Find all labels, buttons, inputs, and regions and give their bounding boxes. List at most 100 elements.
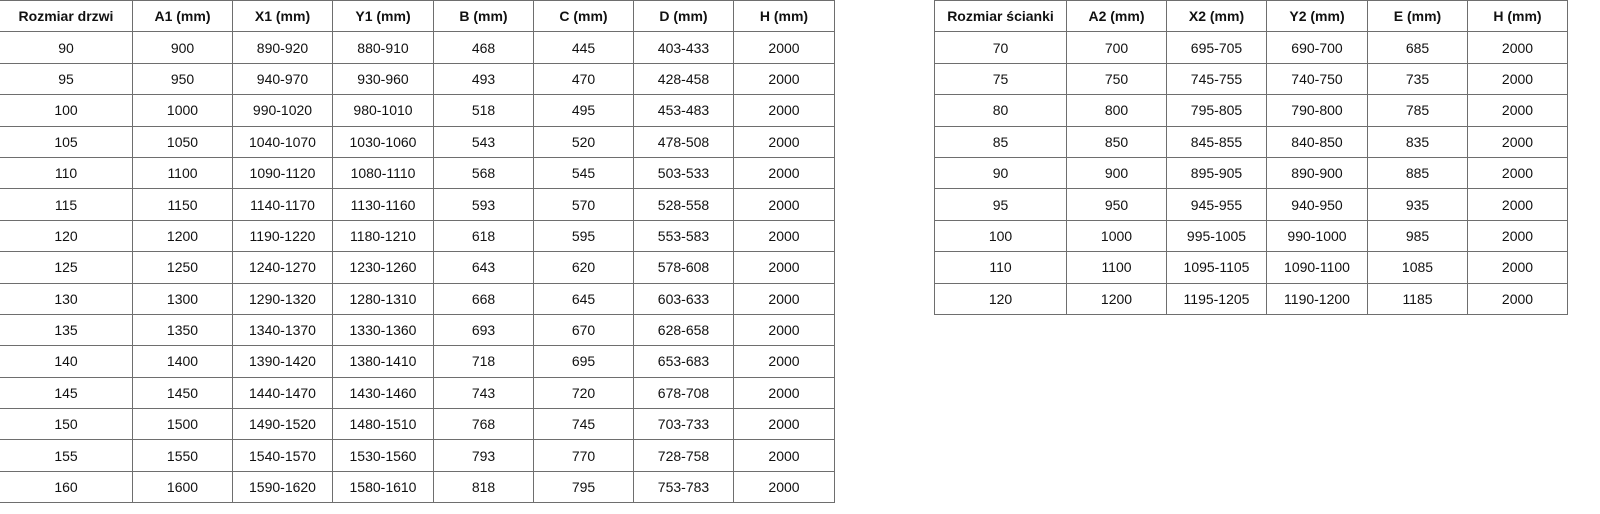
column-header: H (mm) <box>733 0 835 33</box>
table-cell: 818 <box>433 470 534 504</box>
table-cell: 2000 <box>733 345 835 378</box>
table-row: 70 700 695-705 690-700 685 2000 <box>934 31 1568 64</box>
table-cell: 2000 <box>1467 282 1568 315</box>
table-cell: 1200 <box>132 219 233 253</box>
column-header: A2 (mm) <box>1066 0 1167 33</box>
table-cell: 1240-1270 <box>232 251 333 284</box>
table-cell: 2000 <box>733 31 835 64</box>
table-cell: 110 <box>934 251 1067 284</box>
table-cell: 740-750 <box>1266 62 1368 96</box>
table-cell: 1200 <box>1066 282 1167 315</box>
table-cell: 2000 <box>1467 31 1568 64</box>
table-row: 85 850 845-855 840-850 835 2000 <box>934 125 1568 158</box>
table-cell: 603-633 <box>633 282 734 315</box>
table-row: 100 1000 995-1005 990-1000 985 2000 <box>934 219 1568 253</box>
table-cell: 695 <box>533 345 634 378</box>
column-header: C (mm) <box>533 0 634 33</box>
table-cell: 2000 <box>733 62 835 96</box>
table-cell: 1330-1360 <box>332 313 434 347</box>
table-cell: 90 <box>934 156 1067 190</box>
table-row: 110 1100 1095-1105 1090-1100 1085 2000 <box>934 251 1568 284</box>
table-cell: 2000 <box>733 94 835 127</box>
column-header: E (mm) <box>1367 0 1468 33</box>
table-cell: 503-533 <box>633 156 734 190</box>
column-header: X1 (mm) <box>232 0 333 33</box>
table-cell: 800 <box>1066 94 1167 127</box>
table-cell: 990-1000 <box>1266 219 1368 253</box>
table-cell: 1095-1105 <box>1166 251 1267 284</box>
table-row: 140 1400 1390-1420 1380-1410 718 695 653-683 20… <box>0 345 835 378</box>
table-cell: 1180-1210 <box>332 219 434 253</box>
table-cell: 478-508 <box>633 125 734 158</box>
table-cell: 770 <box>533 439 634 472</box>
table-cell: 100 <box>934 219 1067 253</box>
table-cell: 940-970 <box>232 62 333 96</box>
table-cell: 1085 <box>1367 251 1468 284</box>
table-row: 80 800 795-805 790-800 785 2000 <box>934 94 1568 127</box>
table-cell: 793 <box>433 439 534 472</box>
table-cell: 1340-1370 <box>232 313 333 347</box>
table-cell: 545 <box>533 156 634 190</box>
table-cell: 885 <box>1367 156 1468 190</box>
table-cell: 2000 <box>733 376 835 410</box>
table-row: 120 1200 1195-1205 1190-1200 1185 2000 <box>934 282 1568 315</box>
table-cell: 120 <box>934 282 1067 315</box>
table-cell: 528-558 <box>633 188 734 221</box>
table-cell: 1540-1570 <box>232 439 333 472</box>
table-cell: 2000 <box>733 156 835 190</box>
table-cell: 403-433 <box>633 31 734 64</box>
table-cell: 428-458 <box>633 62 734 96</box>
table-row: 95 950 940-970 930-960 493 470 428-458 2000 <box>0 62 835 96</box>
table-cell: 125 <box>0 251 133 284</box>
table-cell: 980-1010 <box>332 94 434 127</box>
table-cell: 570 <box>533 188 634 221</box>
table-cell: 1490-1520 <box>232 408 333 441</box>
table-cell: 1050 <box>132 125 233 158</box>
table-cell: 685 <box>1367 31 1468 64</box>
table-row: 155 1550 1540-1570 1530-1560 793 770 728-758 20… <box>0 439 835 472</box>
table-cell: 1280-1310 <box>332 282 434 315</box>
table-cell: 785 <box>1367 94 1468 127</box>
table-cell: 645 <box>533 282 634 315</box>
table-cell: 2000 <box>1467 62 1568 96</box>
table-cell: 653-683 <box>633 345 734 378</box>
column-header: Rozmiar drzwi <box>0 0 133 33</box>
table-cell: 95 <box>0 62 133 96</box>
table-cell: 718 <box>433 345 534 378</box>
table-cell: 1195-1205 <box>1166 282 1267 315</box>
table-cell: 835 <box>1367 125 1468 158</box>
table-cell: 628-658 <box>633 313 734 347</box>
table-cell: 935 <box>1367 188 1468 221</box>
column-header: H (mm) <box>1467 0 1568 33</box>
table-cell: 1090-1120 <box>232 156 333 190</box>
table-cell: 720 <box>533 376 634 410</box>
table-cell: 1100 <box>1066 251 1167 284</box>
table-cell: 95 <box>934 188 1067 221</box>
table-cell: 495 <box>533 94 634 127</box>
table-cell: 643 <box>433 251 534 284</box>
table-row: 135 1350 1340-1370 1330-1360 693 670 628-658 20… <box>0 313 835 347</box>
table-cell: 745 <box>533 408 634 441</box>
table-cell: 2000 <box>733 251 835 284</box>
table-cell: 900 <box>1066 156 1167 190</box>
table-row: 160 1600 1590-1620 1580-1610 818 795 753-783 20… <box>0 470 835 504</box>
table-cell: 135 <box>0 313 133 347</box>
table-cell: 1550 <box>132 439 233 472</box>
table-cell: 140 <box>0 345 133 378</box>
table-cell: 945-955 <box>1166 188 1267 221</box>
table-cell: 1600 <box>132 470 233 504</box>
table-cell: 753-783 <box>633 470 734 504</box>
table-cell: 1580-1610 <box>332 470 434 504</box>
door-size-table: Rozmiar drzwi A1 (mm) X1 (mm) Y1 (mm) B (mm)… <box>0 0 835 504</box>
table-cell: 795-805 <box>1166 94 1267 127</box>
table-cell: 890-920 <box>232 31 333 64</box>
table-cell: 1100 <box>132 156 233 190</box>
table-cell: 145 <box>0 376 133 410</box>
table-cell: 155 <box>0 439 133 472</box>
table-cell: 470 <box>533 62 634 96</box>
table-row: 100 1000 990-1020 980-1010 518 495 453-483 2000 <box>0 94 835 127</box>
table-cell: 85 <box>934 125 1067 158</box>
table-cell: 895-905 <box>1166 156 1267 190</box>
table-row: 150 1500 1490-1520 1480-1510 768 745 703-733 20… <box>0 408 835 441</box>
table-cell: 1400 <box>132 345 233 378</box>
